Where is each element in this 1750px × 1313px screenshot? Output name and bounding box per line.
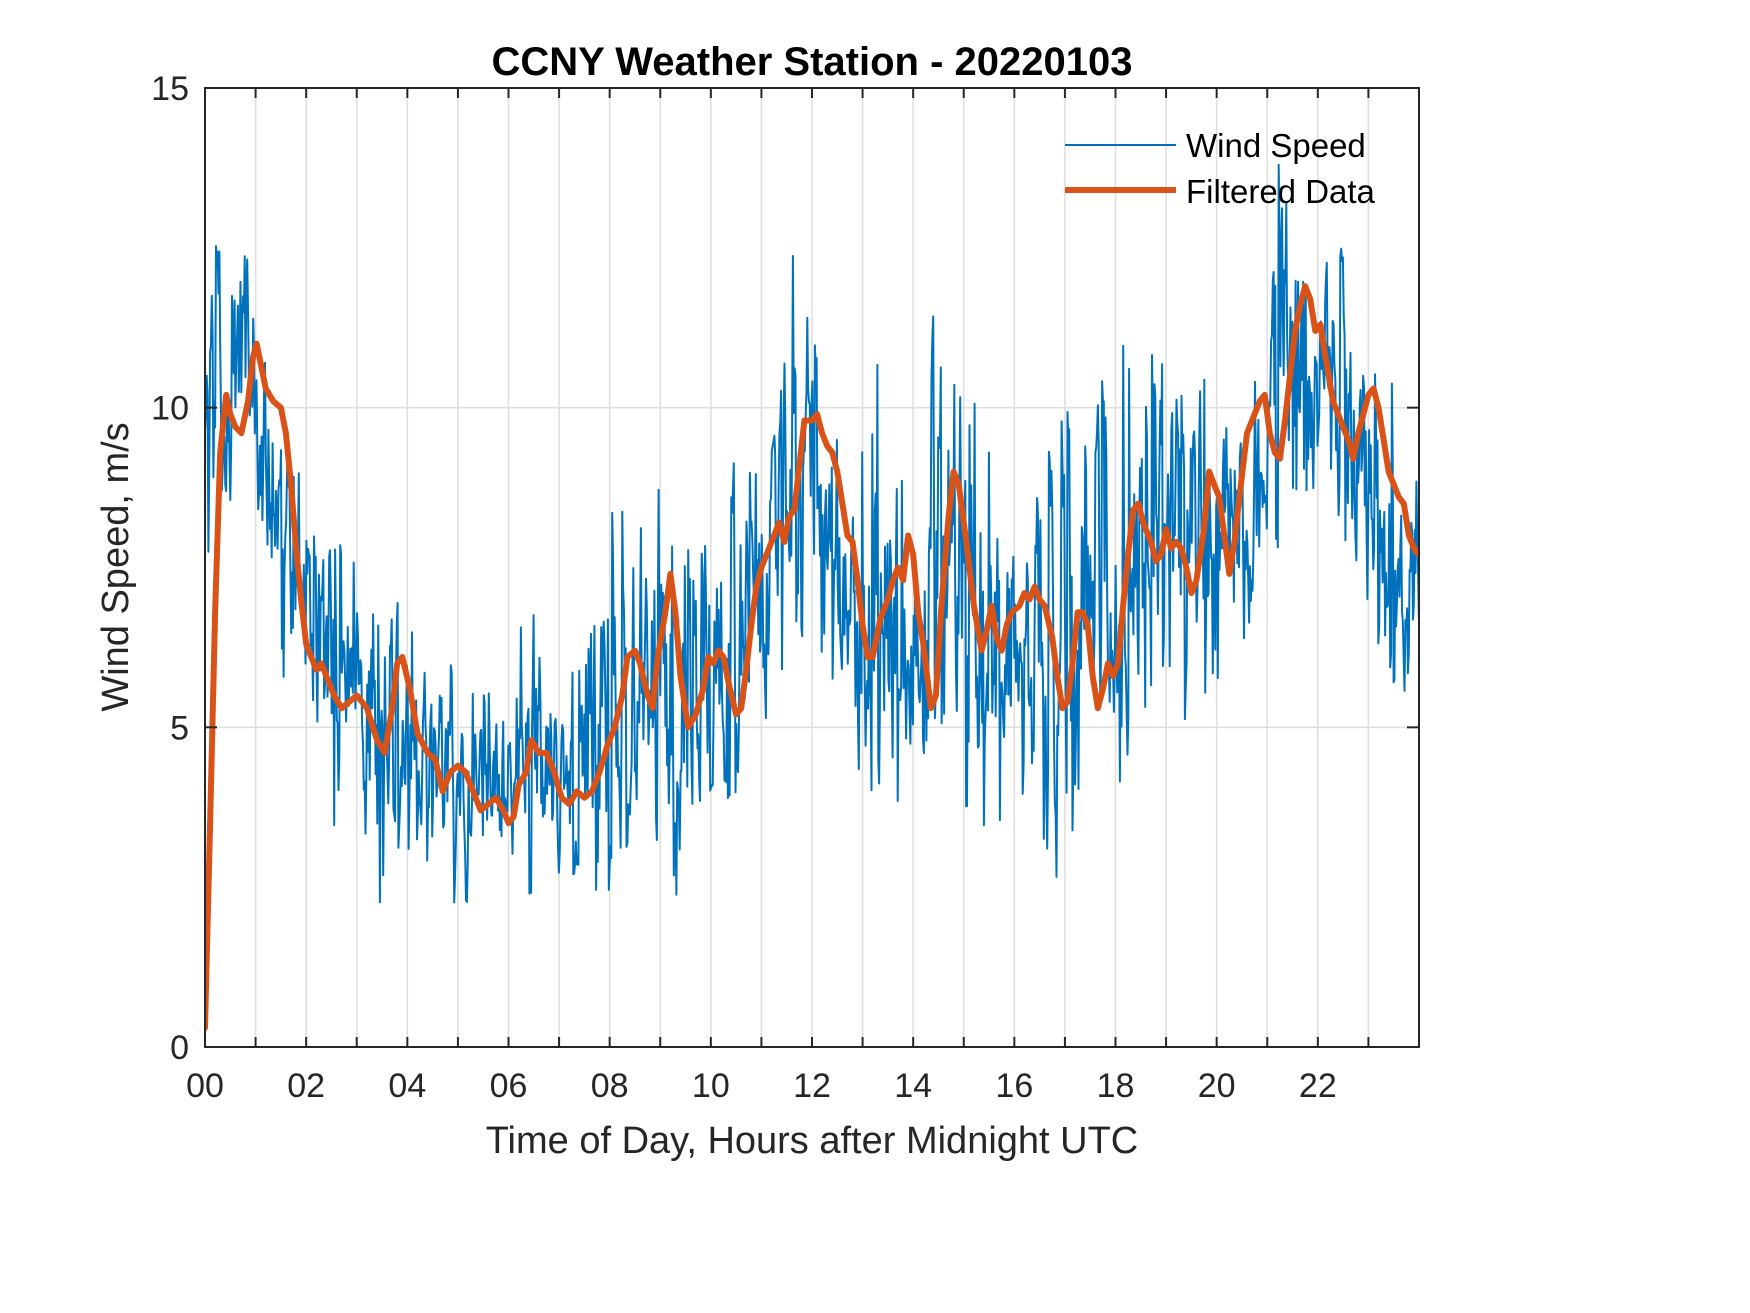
series-filtered-data-line: [205, 283, 1419, 1031]
x-tick-label: 10: [692, 1067, 730, 1105]
x-tick-label: 12: [793, 1067, 831, 1105]
tick-labels: 00 02 04 06 08 10 12 14 16 18 20 22 0 5 10 15: [151, 70, 1337, 1105]
y-tick-label: 0: [170, 1029, 189, 1067]
y-tick-label: 10: [151, 390, 189, 428]
legend-label-filtered-data: Filtered Data: [1186, 173, 1376, 210]
x-tick-label: 02: [287, 1067, 325, 1105]
x-tick-label: 14: [894, 1067, 932, 1105]
legend-label-wind-speed: Wind Speed: [1186, 127, 1366, 164]
legend: Wind Speed Filtered Data: [1065, 127, 1376, 210]
x-tick-label: 18: [1097, 1067, 1135, 1105]
x-tick-label: 00: [186, 1067, 224, 1105]
series-layer: [205, 163, 1419, 1031]
y-tick-label: 5: [170, 709, 189, 747]
x-tick-label: 06: [490, 1067, 528, 1105]
x-tick-label: 22: [1299, 1067, 1337, 1105]
x-tick-label: 04: [388, 1067, 426, 1105]
axes: [204, 87, 1420, 1048]
y-axis-label: Wind Speed, m/s: [95, 422, 137, 711]
x-tick-label: 20: [1198, 1067, 1236, 1105]
x-tick-label: 16: [995, 1067, 1033, 1105]
chart-title: CCNY Weather Station - 20220103: [492, 40, 1133, 84]
y-tick-label: 15: [151, 70, 189, 108]
x-tick-label: 08: [591, 1067, 629, 1105]
x-axis-label: Time of Day, Hours after Midnight UTC: [486, 1120, 1139, 1162]
